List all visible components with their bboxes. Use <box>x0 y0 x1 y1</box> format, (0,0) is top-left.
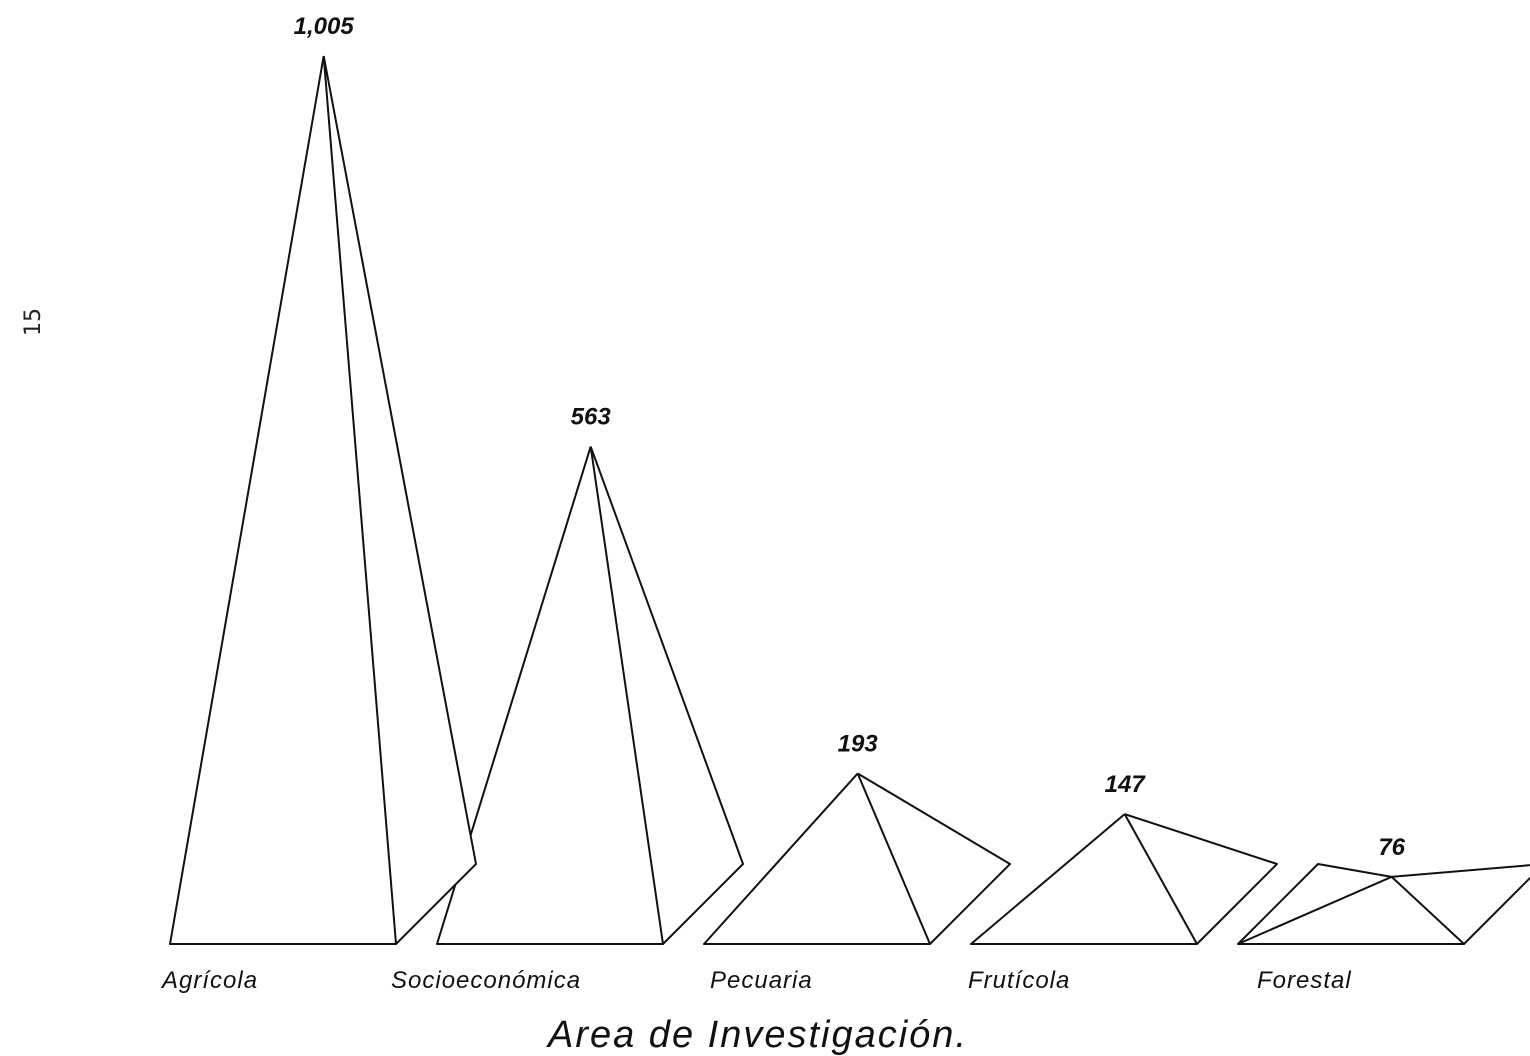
pyramid-4 <box>1237 863 1530 945</box>
value-label-3: 147 <box>1105 771 1147 798</box>
category-label-1: Socioeconómica <box>391 967 581 994</box>
labels-group: 76 Forestal 147 Frutícola 193 Pecuaria 563 Soci… <box>160 13 1406 994</box>
x-axis-label: Area de Investigación. <box>546 1014 968 1056</box>
category-label-0: Agrícola <box>160 967 258 994</box>
pyramid-2 <box>703 772 1011 945</box>
category-label-4: Forestal <box>1257 967 1352 994</box>
value-label-0: 1,005 <box>294 13 355 40</box>
pyramid-3 <box>970 813 1278 945</box>
value-label-4: 76 <box>1378 834 1405 861</box>
page-number: 15 <box>21 308 46 336</box>
pyramids-group <box>169 55 1530 945</box>
category-label-2: Pecuaria <box>710 967 813 994</box>
pyramid-0 <box>169 55 477 945</box>
value-label-2: 193 <box>838 730 879 757</box>
category-label-3: Frutícola <box>968 967 1070 994</box>
pyramid-1 <box>436 446 744 945</box>
value-label-1: 563 <box>571 404 612 431</box>
